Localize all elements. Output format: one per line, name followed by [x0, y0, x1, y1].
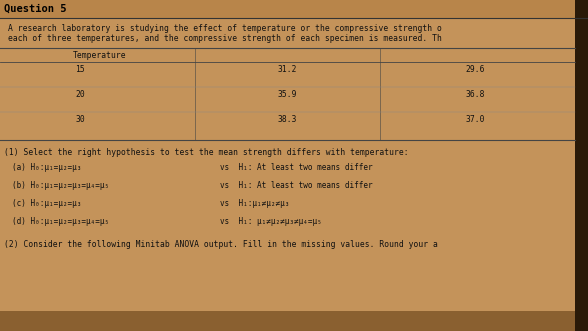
- Text: (d) H₀:μ₁=μ₂=μ₃=μ₄=μ₅: (d) H₀:μ₁=μ₂=μ₃=μ₄=μ₅: [12, 217, 109, 226]
- Text: 20: 20: [75, 90, 85, 99]
- Text: 15: 15: [75, 65, 85, 74]
- Text: vs  H₁: μ₁≠μ₂≠μ₃≠μ₄=μ₅: vs H₁: μ₁≠μ₂≠μ₃≠μ₄=μ₅: [220, 217, 322, 226]
- Text: vs  H₁:μ₁≠μ₂≠μ₃: vs H₁:μ₁≠μ₂≠μ₃: [220, 199, 289, 208]
- Bar: [0, 311, 575, 331]
- Text: (b) H₀:μ₁=μ₂=μ₃=μ₄=μ₅: (b) H₀:μ₁=μ₂=μ₃=μ₄=μ₅: [12, 181, 109, 190]
- Text: Question 5: Question 5: [4, 4, 66, 14]
- Text: 38.3: 38.3: [278, 115, 297, 124]
- Text: (c) H₀:μ₁=μ₂=μ₃: (c) H₀:μ₁=μ₂=μ₃: [12, 199, 81, 208]
- Text: 35.9: 35.9: [278, 90, 297, 99]
- Text: (2) Consider the following Minitab ANOVA output. Fill in the missing values. Rou: (2) Consider the following Minitab ANOVA…: [4, 240, 438, 249]
- Text: (1) Select the right hypothesis to test the mean strength differs with temperatu: (1) Select the right hypothesis to test …: [4, 148, 409, 157]
- Text: 37.0: 37.0: [465, 115, 485, 124]
- Bar: [575, 0, 588, 331]
- Text: vs  H₁: At least two means differ: vs H₁: At least two means differ: [220, 181, 373, 190]
- Text: vs  H₁: At least two means differ: vs H₁: At least two means differ: [220, 163, 373, 172]
- Text: 36.8: 36.8: [465, 90, 485, 99]
- Text: each of three temperatures, and the compressive strength of each specimen is mea: each of three temperatures, and the comp…: [8, 34, 442, 43]
- Text: Temperature: Temperature: [73, 51, 127, 60]
- Bar: [0, 0, 588, 18]
- Text: A research laboratory is studying the effect of temperature or the compressive s: A research laboratory is studying the ef…: [8, 24, 442, 33]
- Text: 31.2: 31.2: [278, 65, 297, 74]
- Text: 30: 30: [75, 115, 85, 124]
- Text: (a) H₀:μ₁=μ₂=μ₃: (a) H₀:μ₁=μ₂=μ₃: [12, 163, 81, 172]
- Text: 29.6: 29.6: [465, 65, 485, 74]
